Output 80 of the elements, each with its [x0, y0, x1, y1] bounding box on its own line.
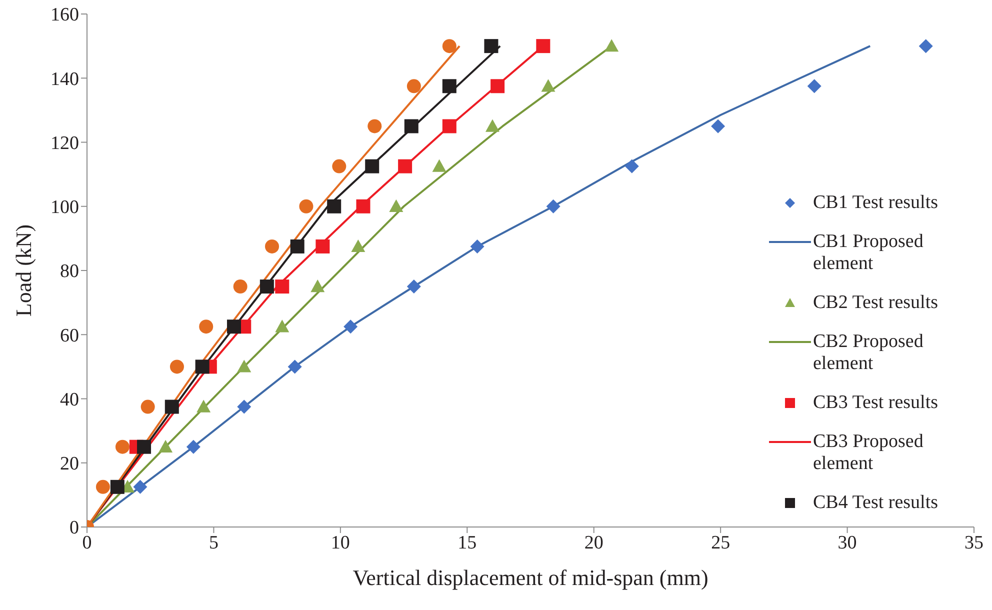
point [199, 320, 214, 334]
point [918, 39, 933, 54]
point [237, 360, 252, 372]
point [398, 159, 412, 174]
point [344, 320, 358, 334]
legend-label: CB1 Proposed element [813, 231, 924, 275]
point [541, 79, 556, 92]
point [275, 280, 290, 294]
point [365, 159, 380, 174]
point [265, 239, 280, 254]
point [536, 39, 550, 54]
point [110, 480, 124, 494]
point [158, 440, 173, 452]
point [351, 239, 366, 252]
point [170, 360, 184, 374]
y-tick-label: 80 [60, 261, 79, 282]
x-tick-label: 10 [330, 532, 350, 554]
y-tick-label: 100 [50, 197, 79, 218]
point [356, 199, 370, 214]
point [406, 280, 421, 294]
point [485, 119, 500, 132]
legend-label: CB2 Test results [813, 292, 939, 314]
x-tick-label: 15 [458, 532, 477, 554]
point [389, 199, 404, 212]
point [288, 360, 302, 374]
point [115, 440, 130, 454]
point [332, 159, 346, 174]
y-tick-label: 40 [60, 389, 79, 410]
y-axis-title: Load (kN) [10, 224, 36, 317]
point [290, 239, 304, 254]
point [133, 480, 148, 494]
point [604, 39, 619, 52]
y-tick-label: 140 [50, 68, 79, 90]
x-axis-title: Vertical displacement of mid-span (mm) [352, 565, 708, 590]
x-tick-label: 25 [711, 532, 730, 554]
y-tick-label: 120 [50, 132, 79, 154]
point [442, 119, 456, 134]
point [490, 79, 505, 94]
y-tick-label: 160 [50, 4, 79, 26]
point [470, 239, 484, 254]
point [711, 119, 726, 134]
y-tick-label: 60 [60, 325, 79, 346]
point [233, 280, 248, 294]
point [484, 39, 498, 54]
point [226, 320, 241, 334]
legend-label: CB4 Test results [813, 492, 939, 514]
legend-label: CB3 Test results [813, 392, 939, 414]
point [195, 360, 210, 374]
point [327, 199, 342, 214]
y-tick-label: 20 [60, 454, 79, 475]
x-tick-label: 20 [584, 532, 604, 554]
point [196, 400, 211, 412]
x-tick-label: 35 [964, 532, 984, 554]
point [260, 280, 274, 294]
point [299, 199, 314, 214]
point [275, 320, 290, 332]
point [546, 199, 560, 214]
point [404, 119, 418, 134]
point [186, 440, 200, 454]
point [432, 159, 446, 172]
y-tick-label: 0 [70, 518, 79, 539]
x-tick-label: 5 [208, 532, 218, 554]
point [137, 440, 152, 454]
point [164, 400, 179, 414]
x-tick-label: 0 [82, 532, 92, 554]
point [368, 119, 382, 134]
point [140, 400, 155, 414]
legend-label: CB2 Proposed element [813, 331, 924, 375]
point [442, 79, 456, 94]
point [316, 239, 330, 254]
point [310, 280, 325, 292]
point [237, 400, 252, 414]
point [96, 480, 110, 494]
point [624, 159, 639, 174]
legend-label: CB3 Proposed element [813, 431, 924, 475]
point [807, 79, 822, 94]
point [406, 79, 421, 94]
legend-label: CB1 Test results [813, 192, 939, 214]
point [442, 39, 456, 54]
x-tick-label: 30 [838, 532, 857, 554]
